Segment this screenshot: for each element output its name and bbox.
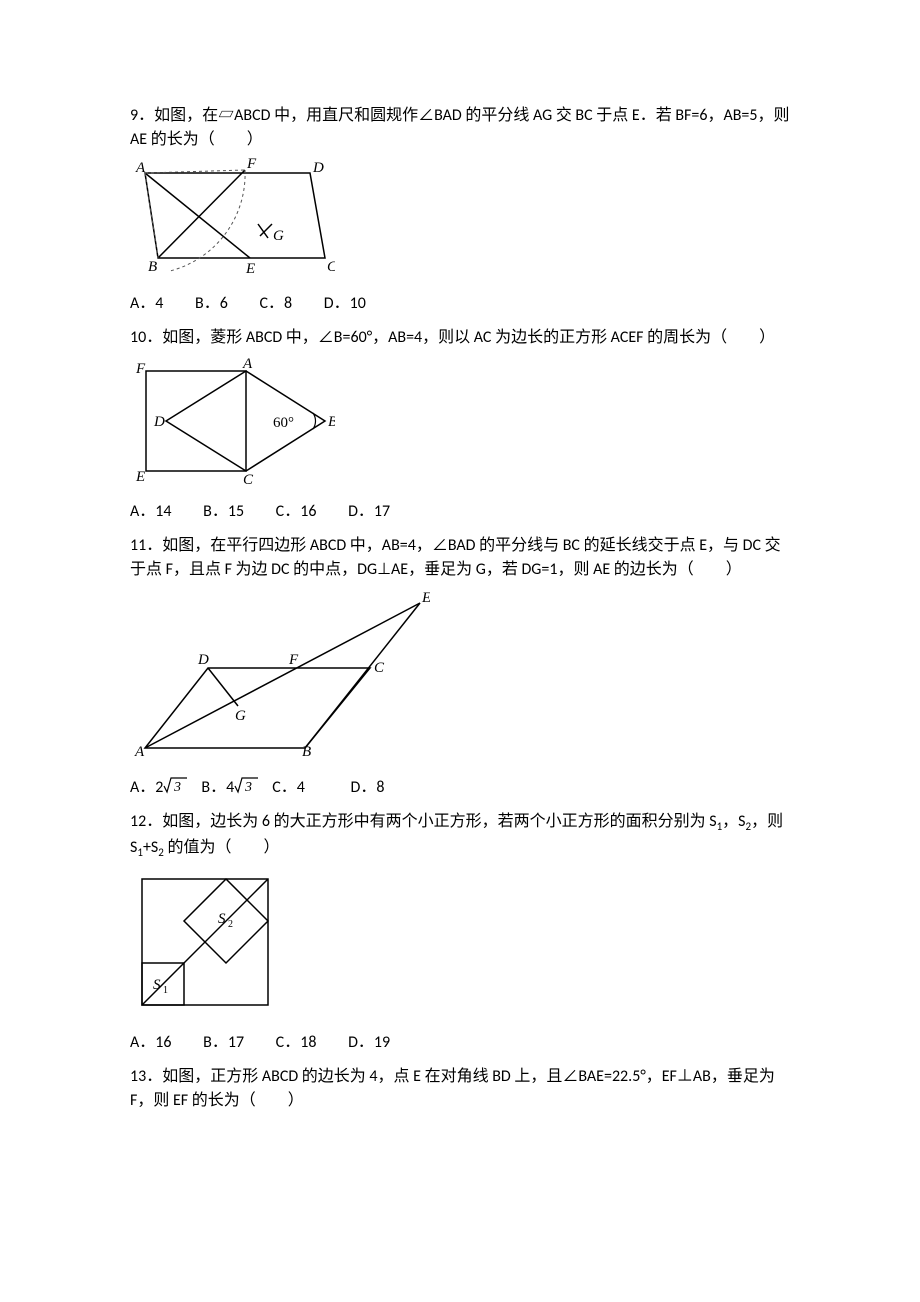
svg-text:B: B (328, 414, 335, 430)
q10-opt-c: C．16 (276, 502, 331, 521)
svg-text:2: 2 (228, 919, 233, 930)
q11-opt-c: C．4 (272, 778, 319, 797)
q10-figure: 60° F A E C B D (130, 356, 790, 494)
svg-text:F: F (135, 361, 146, 377)
q10-opt-d: D．17 (348, 502, 404, 521)
q9-options: A．4 B．6 C．8 D．10 (130, 292, 790, 316)
q13-stem: 13．如图，正方形 ABCD 的边长为 4，点 E 在对角线 BD 上，且∠BA… (130, 1065, 790, 1113)
q12-opt-a: A．16 (130, 1033, 185, 1052)
q9-opt-b: B．6 (195, 294, 242, 313)
svg-text:A: A (135, 160, 146, 176)
q10-stem: 10．如图，菱形 ABCD 中，∠B=60°，AB=4，则以 AC 为边长的正方… (130, 326, 790, 350)
q11-figure: A B C D E F G (130, 588, 790, 766)
q10-number: 10． (130, 328, 162, 347)
svg-text:B: B (302, 744, 311, 758)
q13-number: 13． (130, 1067, 162, 1086)
q9-opt-c: C．8 (259, 294, 306, 313)
q11-opt-b: B．43 (201, 778, 258, 797)
q9-opt-a: A．4 (130, 294, 177, 313)
q12-opt-d: D．19 (348, 1033, 404, 1052)
svg-text:E: E (421, 590, 430, 606)
q11-opt-d: D．8 (350, 778, 398, 797)
svg-text:A: A (242, 356, 253, 372)
q9-figure: A B C D F E G (130, 158, 790, 286)
svg-text:C: C (374, 660, 385, 676)
q12-number: 12． (130, 812, 162, 831)
q9-opt-d: D．10 (324, 294, 380, 313)
svg-text:S: S (218, 911, 226, 927)
q12-opt-b: B．17 (203, 1033, 258, 1052)
svg-text:B: B (148, 259, 157, 275)
svg-text:D: D (312, 160, 324, 176)
svg-text:A: A (134, 744, 145, 758)
q13-stem-text: 如图，正方形 ABCD 的边长为 4，点 E 在对角线 BD 上，且∠BAE=2… (130, 1067, 775, 1110)
svg-text:F: F (288, 652, 299, 668)
svg-text:1: 1 (163, 985, 168, 996)
q11-stem: 11．如图，在平行四边形 ABCD 中，AB=4，∠BAD 的平分线与 BC 的… (130, 534, 790, 582)
svg-text:S: S (153, 977, 161, 993)
svg-text:F: F (246, 158, 257, 172)
q11-opt-a: A．23 (130, 778, 187, 797)
svg-text:3: 3 (173, 780, 181, 794)
q11-stem-text: 如图，在平行四边形 ABCD 中，AB=4，∠BAD 的平分线与 BC 的延长线… (130, 536, 781, 579)
q10-opt-a: A．14 (130, 502, 185, 521)
q9-stem-text: 如图，在▱ABCD 中，用直尺和圆规作∠BAD 的平分线 AG 交 BC 于点 … (130, 106, 790, 149)
svg-text:D: D (197, 652, 209, 668)
q12-opt-c: C．18 (276, 1033, 331, 1052)
q10-options: A．14 B．15 C．16 D．17 (130, 500, 790, 524)
svg-text:G: G (273, 228, 284, 244)
q12-options: A．16 B．17 C．18 D．19 (130, 1031, 790, 1055)
svg-text:C: C (243, 472, 254, 486)
q9-number: 9． (130, 106, 154, 125)
svg-text:E: E (135, 469, 145, 485)
svg-text:C: C (327, 259, 335, 275)
q9-stem: 9．如图，在▱ABCD 中，用直尺和圆规作∠BAD 的平分线 AG 交 BC 于… (130, 104, 790, 152)
q10-opt-b: B．15 (203, 502, 258, 521)
q10-stem-text: 如图，菱形 ABCD 中，∠B=60°，AB=4，则以 AC 为边长的正方形 A… (162, 328, 775, 347)
q11-number: 11． (130, 536, 162, 555)
svg-text:D: D (153, 414, 165, 430)
q12-stem: 12．如图，边长为 6 的大正方形中有两个小正方形，若两个小正方形的面积分别为 … (130, 810, 790, 861)
svg-text:G: G (235, 708, 246, 724)
svg-text:E: E (245, 261, 255, 277)
q12-figure: S1 S2 (130, 867, 790, 1025)
svg-text:3: 3 (244, 780, 252, 794)
q11-options: A．23 B．43 C．4 D．8 (130, 772, 790, 800)
svg-text:60°: 60° (273, 415, 294, 431)
